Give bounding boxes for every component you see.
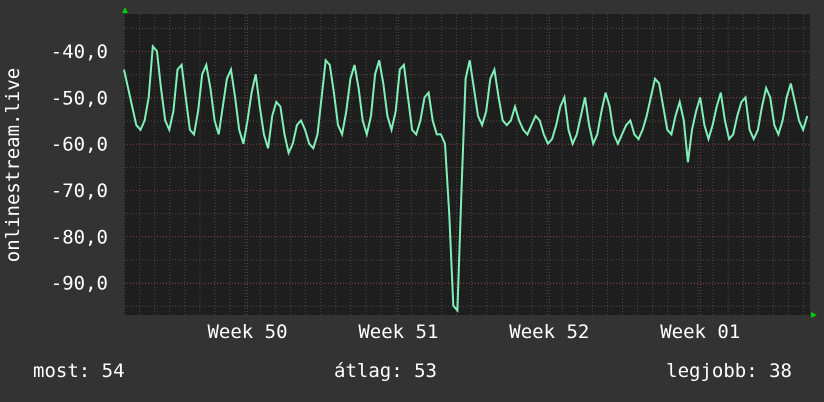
y-tick-label: -90,0 — [51, 273, 108, 295]
x-tick-label: Week 52 — [509, 321, 589, 343]
y-tick-label: -40,0 — [51, 41, 108, 63]
y-axis-arrow-icon — [122, 7, 128, 13]
stat-average: átlag: 53 — [334, 360, 437, 382]
x-axis-arrow-icon — [811, 312, 817, 318]
plot-background — [124, 14, 810, 315]
x-tick-label: Week 51 — [358, 321, 438, 343]
stats-bar: most: 54 átlag: 53 legjobb: 38 — [0, 360, 824, 390]
grid-major — [124, 14, 810, 315]
x-tick-label: Week 01 — [660, 321, 740, 343]
y-tick-label: -80,0 — [51, 226, 108, 248]
x-tick-label: Week 50 — [207, 321, 287, 343]
y-axis-ticks: -40,0 -50,0 -60,0 -70,0 -80,0 -90,0 — [51, 41, 108, 295]
y-axis-label: onlinestream.live — [2, 68, 24, 262]
stat-now: most: 54 — [33, 360, 125, 382]
y-tick-label: -60,0 — [51, 134, 108, 156]
x-axis-ticks: Week 50 Week 51 Week 52 Week 01 — [207, 321, 740, 343]
stat-best: legjobb: 38 — [666, 360, 792, 382]
series-line — [123, 43, 809, 313]
y-tick-label: -70,0 — [51, 180, 108, 202]
y-tick-label: -50,0 — [51, 87, 108, 109]
